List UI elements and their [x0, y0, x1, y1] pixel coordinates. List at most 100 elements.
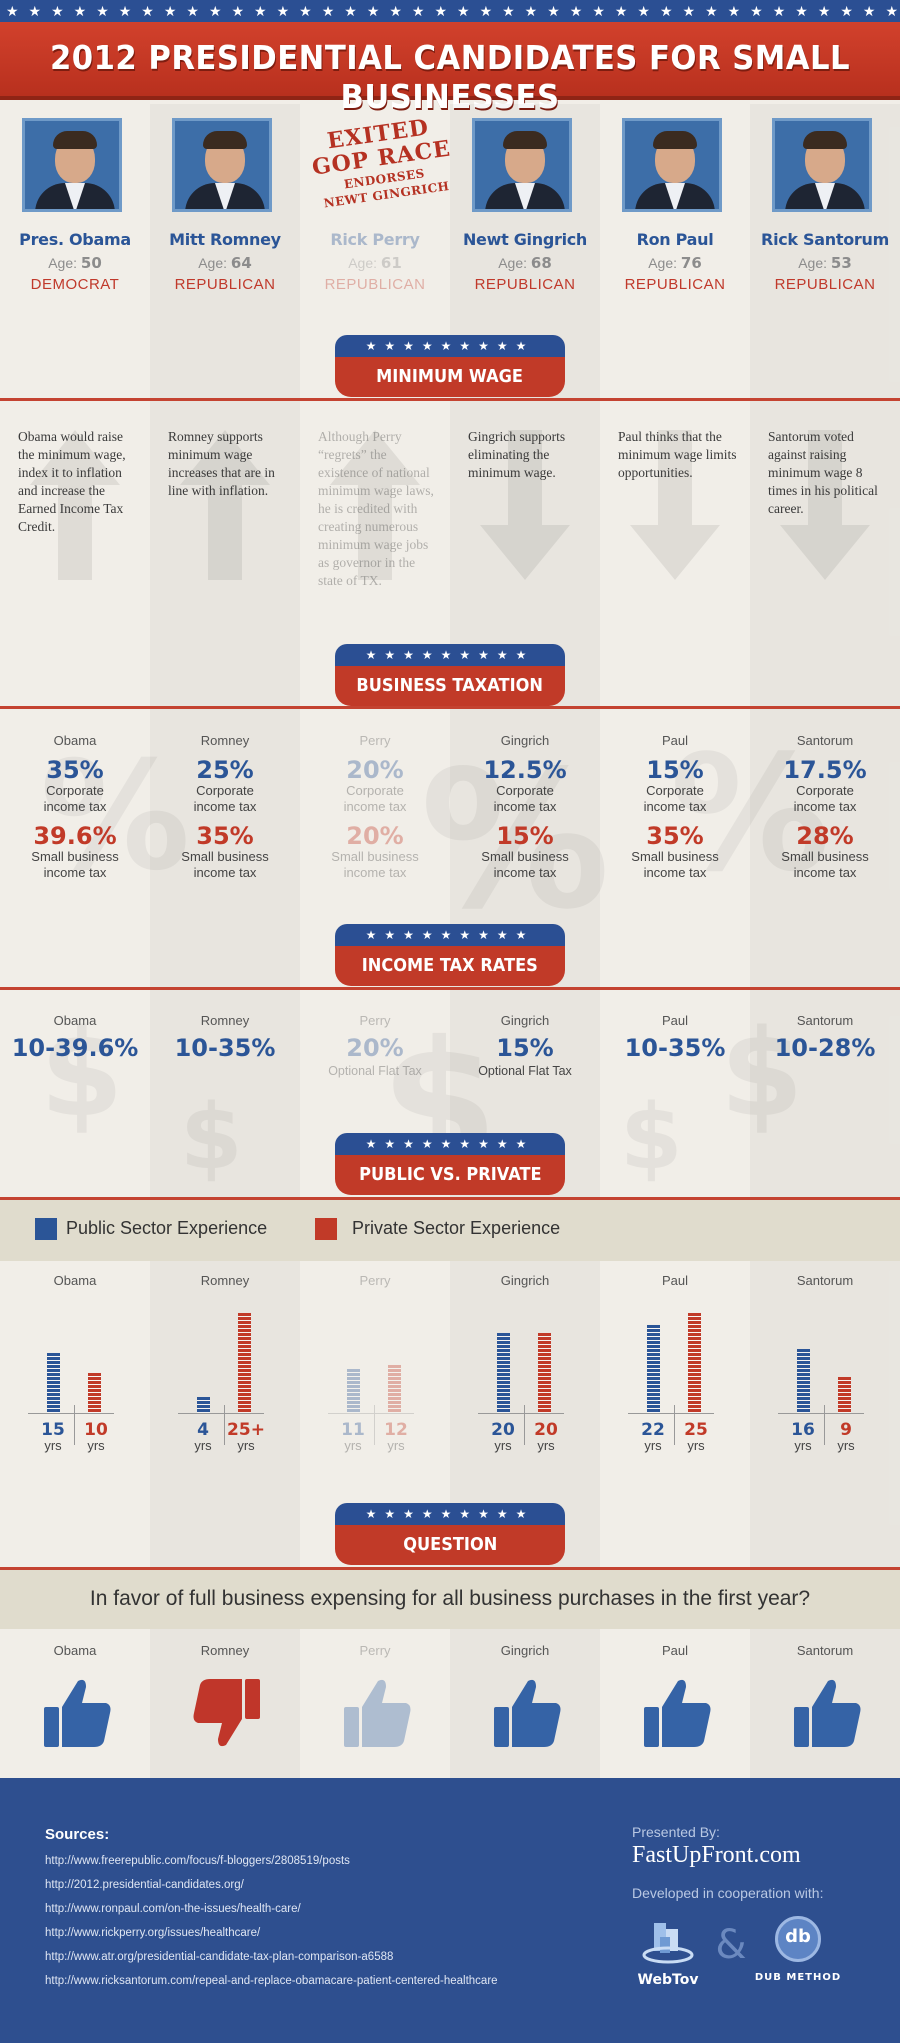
source-link[interactable]: http://www.atr.org/presidential-candidat… [45, 1951, 394, 1963]
small-business-label-2: income tax [193, 865, 257, 880]
section-rule [0, 398, 900, 401]
tax-candidate-name: Paul [661, 733, 689, 748]
footer [0, 1778, 900, 2043]
small-business-label-2: income tax [43, 865, 107, 880]
public-years-value: 4 [197, 1420, 209, 1440]
public-sector-bar [497, 1333, 510, 1413]
public-years-unit: yrs [494, 1438, 512, 1453]
experience-candidate-name: Perry [359, 1273, 391, 1288]
public-years-value: 16 [791, 1420, 815, 1440]
candidate-portrait [172, 118, 272, 212]
dollar-background-glyph: $ [40, 1005, 124, 1144]
ampersand: & [715, 1922, 747, 1968]
income-tax-rate: 10-35% [174, 1034, 276, 1062]
minimum-wage-text: Santorum voted against raising minimum w… [768, 429, 878, 516]
income-tax-rate: 20% [346, 1034, 404, 1062]
dub-method-logo-mark: db [785, 1926, 811, 1947]
candidate-party: REPUBLICAN [774, 276, 876, 293]
small-business-label-2: income tax [343, 865, 407, 880]
source-link[interactable]: http://www.rickperry.org/issues/healthca… [45, 1927, 261, 1939]
private-sector-bar [688, 1313, 701, 1413]
small-business-tax-value: 15% [496, 822, 554, 850]
private-years-value: 25 [684, 1420, 708, 1440]
small-business-label-2: income tax [643, 865, 707, 880]
income-candidate-name: Paul [661, 1013, 689, 1028]
source-link[interactable]: http://www.freerepublic.com/focus/f-blog… [45, 1855, 350, 1867]
income-candidate-name: Obama [53, 1013, 97, 1028]
private-legend-label: Private Sector Experience [352, 1218, 561, 1238]
candidate-age-label: Age: [648, 255, 678, 271]
candidate-name: Newt Gingrich [462, 230, 588, 249]
income-tax-rate: 15% [496, 1034, 554, 1062]
tax-candidate-name: Obama [53, 733, 97, 748]
public-years-unit: yrs [344, 1438, 362, 1453]
small-business-label-1: Small business [181, 849, 269, 864]
tax-candidate-name: Romney [200, 733, 250, 748]
candidate-age-value: 50 [80, 254, 102, 272]
arrow-down-icon [630, 430, 720, 580]
small-business-label-1: Small business [481, 849, 569, 864]
candidate-party: REPUBLICAN [474, 276, 576, 293]
private-years-unit: yrs [537, 1438, 555, 1453]
corporate-tax-label-2: income tax [493, 799, 557, 814]
dollar-background-glyph: $ [720, 1005, 804, 1144]
private-years-value: 20 [534, 1420, 558, 1440]
private-sector-bar [388, 1365, 401, 1413]
section-rule [0, 987, 900, 990]
section-title: INCOME TAX RATES [361, 955, 539, 976]
source-link[interactable]: http://2012.presidential-candidates.org/ [45, 1879, 244, 1891]
bar-divider [524, 1405, 525, 1445]
answer-candidate-name: Gingrich [500, 1643, 550, 1658]
corporate-tax-label-1: Corporate [796, 783, 854, 798]
candidate-party: REPUBLICAN [174, 276, 276, 293]
corporate-tax-label-2: income tax [793, 799, 857, 814]
private-years-value: 10 [84, 1420, 108, 1440]
candidate-age: Age: 53 [750, 254, 900, 272]
income-candidate-name: Santorum [796, 1013, 854, 1028]
private-sector-bar [538, 1333, 551, 1413]
corporate-tax-label-2: income tax [43, 799, 107, 814]
corporate-tax-value: 20% [346, 756, 404, 784]
thumbs-up-icon [344, 1679, 411, 1747]
experience-candidate-name: Paul [661, 1273, 689, 1288]
corporate-tax-label-1: Corporate [196, 783, 254, 798]
private-years-unit: yrs [87, 1438, 105, 1453]
webtov-logo-text: WebTov [637, 1972, 699, 1988]
section-title: PUBLIC VS. PRIVATE [358, 1164, 542, 1185]
public-years-value: 15 [41, 1420, 65, 1440]
small-business-tax-value: 39.6% [33, 822, 117, 850]
candidate-age-label: Age: [348, 255, 378, 271]
section-title: QUESTION [402, 1534, 498, 1555]
ribbon-stars: ★★★★★★★★★ [335, 924, 565, 946]
site-name[interactable]: FastUpFront.com [632, 1842, 801, 1868]
arrow-up-icon [330, 430, 420, 580]
tax-candidate-name: Perry [359, 733, 391, 748]
developed-label: Developed in cooperation with: [632, 1885, 824, 1901]
answer-candidate-name: Paul [661, 1643, 689, 1658]
candidate-age-value: 53 [830, 254, 852, 272]
private-years-unit: yrs [387, 1438, 405, 1453]
private-years-unit: yrs [837, 1438, 855, 1453]
income-candidate-name: Romney [200, 1013, 250, 1028]
answer-candidate-name: Obama [53, 1643, 97, 1658]
portrait-hair [803, 131, 847, 149]
private-years-unit: yrs [237, 1438, 255, 1453]
small-business-tax-value: 35% [196, 822, 254, 850]
private-sector-bar [238, 1313, 251, 1413]
bar-baseline [478, 1413, 564, 1414]
source-link[interactable]: http://www.ricksantorum.com/repeal-and-r… [45, 1975, 498, 1987]
bar-baseline [628, 1413, 714, 1414]
small-business-label-2: income tax [493, 865, 557, 880]
experience-candidate-name: Santorum [796, 1273, 854, 1288]
candidate-age: Age: 64 [150, 254, 300, 272]
arrow-up-icon [180, 430, 270, 580]
small-business-label-1: Small business [781, 849, 869, 864]
corporate-tax-label-1: Corporate [496, 783, 554, 798]
percent-background-glyph: % [670, 720, 831, 907]
sources-title: Sources: [45, 1826, 110, 1843]
public-years-unit: yrs [794, 1438, 812, 1453]
source-link[interactable]: http://www.ronpaul.com/on-the-issues/hea… [45, 1903, 301, 1915]
candidate-age-label: Age: [498, 255, 528, 271]
public-sector-bar [797, 1349, 810, 1413]
candidate-age-value: 64 [230, 254, 252, 272]
